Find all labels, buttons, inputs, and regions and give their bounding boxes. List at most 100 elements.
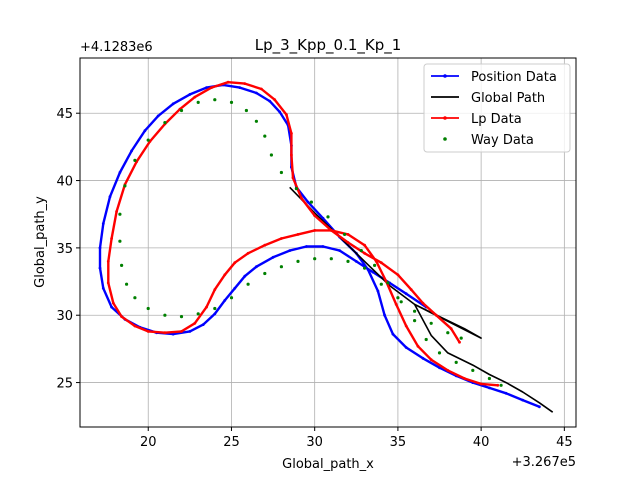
legend-item-way-data: Way Data [443, 133, 534, 148]
position-data-point [98, 266, 102, 270]
lp-data-point [404, 324, 408, 328]
lp-data-point [133, 324, 137, 328]
way-data-point [386, 281, 390, 285]
way-data-point [329, 257, 333, 261]
position-data-point [376, 289, 380, 293]
lp-data-point [120, 315, 123, 318]
way-data-point [254, 119, 258, 123]
way-data-point [459, 336, 463, 340]
position-data-point [101, 222, 105, 226]
position-data-point [223, 299, 227, 302]
way-data-point [118, 212, 122, 216]
position-data-point [521, 398, 525, 402]
way-data-point [246, 282, 250, 286]
lp-data-point [193, 321, 197, 325]
way-data-point [269, 153, 273, 157]
way-data-point [294, 187, 298, 191]
lp-data-point [379, 261, 383, 265]
way-data-point [399, 300, 403, 304]
way-data-point [213, 98, 217, 102]
position-data-point [101, 286, 105, 290]
lp-data-point [106, 281, 110, 285]
way-data-point [263, 134, 267, 138]
position-data-point [278, 110, 282, 114]
legend-marker [443, 116, 447, 120]
position-data-point [98, 246, 102, 250]
series-global-path [289, 186, 554, 413]
lp-data-point [329, 229, 333, 232]
way-data-point [123, 184, 127, 188]
y-tick-label: 45 [56, 107, 73, 122]
position-data-point [321, 245, 325, 248]
lp-data-point [273, 98, 277, 102]
way-data-point [120, 263, 124, 267]
legend-item-global-path: Global Path [431, 91, 545, 106]
legend-box [423, 63, 571, 153]
position-data-point [188, 93, 192, 96]
position-data-point [383, 313, 386, 317]
lp-data-point [260, 87, 263, 91]
position-data-point [488, 386, 491, 390]
lp-data-point [193, 95, 197, 99]
position-data-point [171, 102, 175, 106]
position-data-point [438, 366, 441, 370]
x-axis-title: Global_path_x [282, 457, 374, 472]
lp-data-point [394, 303, 398, 306]
legend-marker [443, 137, 447, 141]
position-data-point [201, 323, 205, 326]
position-data-point [243, 274, 247, 278]
lp-data-point [290, 132, 293, 135]
lp-data-point [111, 301, 115, 305]
lp-data-point [458, 340, 461, 344]
y-axis-title: Global_path_y [33, 196, 48, 288]
way-data-point [499, 383, 503, 387]
way-data-point [413, 309, 417, 313]
legend-label: Lp Data [471, 112, 522, 127]
lp-data-point [396, 273, 400, 277]
way-data-point [343, 232, 347, 236]
lp-data-point [363, 251, 366, 255]
y-tick-label: 40 [56, 175, 73, 190]
lp-data-point [243, 82, 247, 85]
lp-data-point [374, 260, 378, 263]
position-data-point [188, 330, 192, 333]
position-data-point [171, 332, 175, 336]
way-data-point [146, 306, 150, 311]
lp-data-point [421, 301, 425, 305]
way-data-point [196, 312, 200, 316]
x-offset-label: +3.267e5 [512, 455, 576, 470]
position-data-point [156, 114, 160, 118]
lp-data-point [263, 243, 267, 247]
way-data-point [213, 306, 217, 311]
x-tick-label: 25 [223, 435, 240, 450]
position-data-point [233, 286, 237, 290]
position-data-point [130, 149, 134, 153]
position-data-point [404, 346, 408, 349]
position-data-point [404, 292, 408, 296]
position-data-line [98, 83, 540, 408]
lp-data-point [313, 214, 317, 218]
way-data-point [133, 158, 137, 162]
lp-data-point [434, 313, 438, 317]
series-layer [98, 80, 554, 413]
position-data-point [338, 249, 342, 253]
way-data-point [179, 108, 184, 113]
position-data-point [366, 268, 370, 271]
way-data-point [229, 296, 234, 300]
way-data-point [313, 257, 317, 261]
way-data-point [244, 108, 248, 113]
way-data-point [196, 100, 200, 104]
lp-data-point [246, 251, 250, 255]
way-data-point [359, 249, 363, 253]
position-data-point [306, 200, 310, 204]
lp-data-point [416, 344, 420, 348]
legend-label: Global Path [471, 91, 545, 106]
lp-data-point [296, 233, 300, 236]
lp-data-point [280, 237, 283, 240]
lp-data-point [110, 237, 113, 240]
way-data-point [279, 170, 283, 175]
way-data-point [454, 360, 458, 364]
position-data-point [255, 91, 258, 95]
lp-data-point [300, 196, 303, 200]
